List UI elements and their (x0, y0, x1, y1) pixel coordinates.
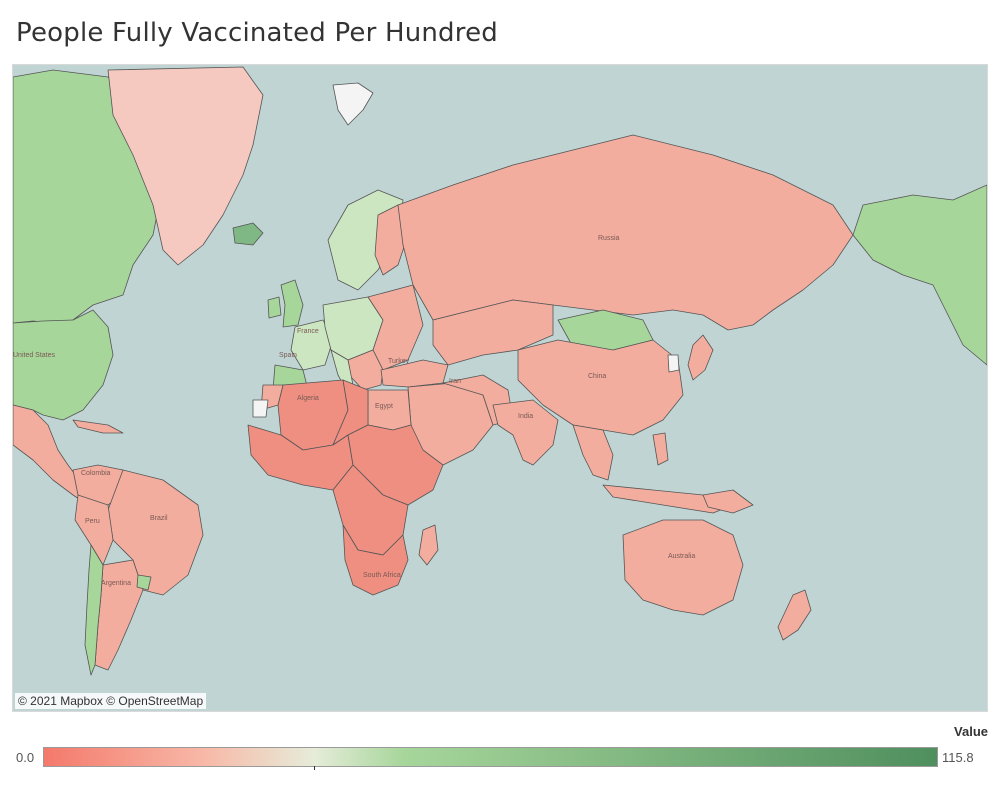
country-australia[interactable] (622, 519, 744, 616)
map-label-brazil: Brazil (150, 515, 168, 522)
country-france[interactable] (290, 319, 334, 371)
country-uk[interactable] (280, 279, 304, 328)
country-papua-new-guinea[interactable] (702, 489, 754, 514)
country-india[interactable] (492, 399, 559, 466)
world-map[interactable]: Russia China India Iran Egypt Algeria So… (13, 65, 987, 711)
map-label-australia: Australia (668, 553, 695, 560)
map-label-spain: Spain (279, 352, 297, 359)
map-view[interactable]: Russia China India Iran Egypt Algeria So… (12, 64, 988, 712)
country-kazakhstan[interactable] (432, 299, 554, 366)
country-iceland[interactable] (232, 222, 264, 246)
map-attribution[interactable]: © 2021 Mapbox © OpenStreetMap (15, 693, 207, 709)
country-greenland[interactable] (107, 66, 264, 266)
map-label-iran: Iran (449, 378, 461, 385)
country-southern-africa[interactable] (342, 524, 409, 596)
map-label-france: France (297, 328, 319, 335)
country-east-africa[interactable] (347, 424, 444, 506)
country-korea[interactable] (667, 354, 680, 373)
country-alaska[interactable] (852, 184, 987, 366)
map-label-egypt: Egypt (375, 403, 393, 410)
country-svalbard[interactable] (332, 82, 374, 126)
country-egypt[interactable] (367, 389, 412, 431)
country-uruguay[interactable] (136, 574, 152, 591)
country-western-sahara[interactable] (252, 399, 269, 418)
country-madagascar[interactable] (418, 524, 439, 566)
legend-max-label: 115.8 (942, 750, 974, 765)
country-philippines[interactable] (652, 432, 669, 466)
map-label-peru: Peru (85, 518, 100, 525)
map-label-algeria: Algeria (297, 395, 319, 402)
country-new-zealand[interactable] (777, 589, 812, 641)
legend-color-ramp (43, 747, 938, 770)
country-ireland[interactable] (267, 296, 282, 319)
map-label-colombia: Colombia (81, 470, 111, 477)
map-label-argentina: Argentina (101, 580, 131, 587)
country-southeast-asia[interactable] (572, 424, 614, 481)
country-chile[interactable] (84, 544, 104, 676)
country-japan[interactable] (687, 334, 714, 381)
legend-title: Value (954, 724, 988, 739)
map-label-turkey: Turkey (388, 358, 410, 365)
legend-min-label: 0.0 (16, 750, 35, 765)
map-label-united-states: United States (13, 352, 56, 359)
map-label-russia: Russia (598, 235, 620, 242)
legend-midpoint-tick (313, 766, 315, 770)
country-cuba[interactable] (72, 419, 124, 434)
map-label-south-africa: South Africa (363, 572, 401, 579)
country-china[interactable] (517, 339, 684, 436)
map-label-china: China (588, 373, 606, 380)
map-label-india: India (518, 413, 533, 420)
page-title: People Fully Vaccinated Per Hundred (16, 18, 498, 48)
country-eastern-europe[interactable] (367, 284, 424, 371)
